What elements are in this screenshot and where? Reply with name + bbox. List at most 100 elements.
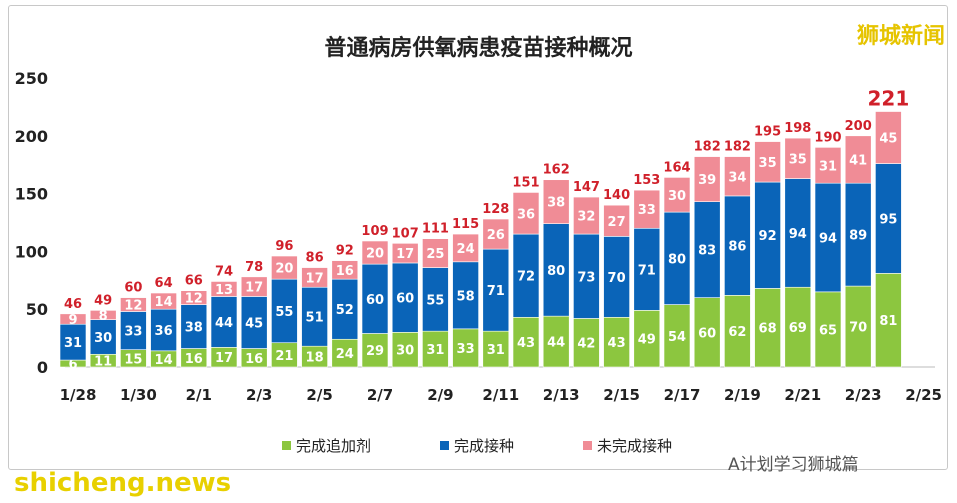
bar-segment — [754, 141, 781, 183]
bar-segment — [724, 156, 751, 197]
segment-value-label: 14 — [155, 353, 173, 368]
total-value-label: 198 — [784, 121, 811, 136]
segment-value-label: 31 — [819, 159, 837, 174]
segment-value-label: 11 — [94, 355, 112, 370]
bar-segment — [844, 135, 872, 184]
bar-segment — [633, 189, 661, 229]
bar-segment — [542, 179, 570, 224]
legend-label: 未完成接种 — [597, 437, 673, 455]
bar-segment — [361, 240, 389, 265]
segment-value-label: 17 — [306, 271, 324, 286]
segment-value-label: 8 — [99, 309, 108, 324]
wechat-watermark: A计划学习狮城篇 — [728, 455, 859, 475]
bar-segment — [180, 290, 208, 305]
segment-value-label: 26 — [487, 228, 505, 243]
total-value-label: 164 — [663, 160, 690, 175]
legend-item-booster: 完成追加剂 — [282, 435, 371, 456]
segment-value-label: 24 — [336, 347, 354, 362]
bar-segment — [210, 296, 238, 348]
bar-segment — [482, 248, 510, 332]
bar-segment — [754, 181, 781, 289]
segment-value-label: 33 — [457, 342, 475, 357]
bar-segment — [120, 297, 147, 312]
y-tick-label: 250 — [15, 69, 48, 88]
segment-value-label: 36 — [155, 324, 173, 339]
x-tick-label: 2/3 — [246, 386, 272, 404]
bar-segment — [150, 292, 177, 310]
bar-segment — [271, 255, 298, 280]
segment-value-label: 27 — [608, 215, 626, 230]
segment-value-label: 70 — [608, 271, 626, 286]
bar-segment — [180, 304, 208, 349]
bar-segment — [512, 192, 540, 235]
bar-segment — [120, 311, 147, 350]
x-tick-label: 1/30 — [120, 386, 157, 404]
legend-swatch — [440, 441, 449, 450]
bar-segment — [59, 313, 87, 325]
segment-value-label: 13 — [215, 283, 233, 298]
bar-segment — [542, 223, 570, 317]
segment-value-label: 51 — [306, 311, 324, 326]
segment-value-label: 62 — [728, 325, 746, 340]
segment-value-label: 38 — [185, 321, 203, 336]
x-tick-label: 1/28 — [60, 386, 97, 404]
bar-segment — [875, 163, 902, 274]
segment-value-label: 39 — [698, 173, 716, 188]
total-value-label: 162 — [543, 163, 570, 178]
segment-value-label: 83 — [698, 244, 716, 259]
bar-segment — [875, 273, 902, 368]
segment-value-label: 15 — [124, 352, 142, 367]
x-tick-label: 2/13 — [543, 386, 580, 404]
site-watermark: shicheng.news — [14, 468, 232, 498]
total-value-label: 74 — [215, 264, 233, 279]
chart-title: 普通病房供氧病患疫苗接种概况 — [324, 36, 633, 61]
x-tick-label: 2/23 — [845, 386, 882, 404]
bar-segment — [573, 233, 600, 319]
segment-value-label: 94 — [789, 227, 807, 242]
segment-value-label: 68 — [759, 322, 777, 337]
bar-segment — [240, 296, 268, 349]
segment-value-label: 45 — [879, 132, 897, 147]
segment-value-label: 69 — [789, 321, 807, 336]
bar-segment — [271, 278, 298, 344]
bar-segment — [603, 236, 630, 318]
segment-value-label: 36 — [517, 207, 535, 222]
bar-segment — [452, 233, 479, 263]
segment-value-label: 80 — [547, 264, 565, 279]
x-tick-label: 2/15 — [603, 386, 640, 404]
total-value-label: 115 — [452, 217, 479, 232]
total-value-label: 200 — [845, 119, 872, 134]
segment-value-label: 17 — [245, 281, 263, 296]
bar-segment — [875, 111, 902, 164]
bar-segment — [422, 238, 449, 268]
chart-frame — [8, 5, 948, 470]
segment-value-label: 71 — [638, 263, 656, 278]
segment-value-label: 52 — [336, 303, 354, 318]
legend-item-complete: 完成接种 — [440, 435, 514, 456]
segment-value-label: 45 — [245, 316, 263, 331]
y-tick-label: 100 — [15, 242, 48, 261]
segment-value-label: 33 — [638, 203, 656, 218]
bar-segment — [301, 267, 328, 288]
bar-segment — [240, 276, 268, 297]
x-tick-label: 2/9 — [427, 386, 453, 404]
segment-value-label: 30 — [94, 331, 112, 346]
logo: 狮城新闻 — [856, 24, 945, 49]
segment-value-label: 71 — [487, 284, 505, 299]
segment-value-label: 20 — [366, 247, 384, 262]
bar-segment — [693, 201, 721, 298]
total-value-label: 107 — [392, 226, 419, 241]
segment-value-label: 38 — [547, 196, 565, 211]
segment-value-label: 73 — [577, 270, 595, 285]
bar-segment — [724, 295, 751, 368]
bar-segment — [784, 286, 812, 368]
bar-segment — [391, 262, 419, 333]
y-tick-label: 50 — [26, 300, 48, 319]
segment-value-label: 12 — [124, 299, 142, 314]
total-value-label: 86 — [306, 251, 324, 266]
bar-segment — [391, 243, 419, 264]
segment-value-label: 34 — [728, 170, 746, 185]
segment-value-label: 60 — [396, 292, 414, 307]
segment-value-label: 31 — [426, 343, 444, 358]
